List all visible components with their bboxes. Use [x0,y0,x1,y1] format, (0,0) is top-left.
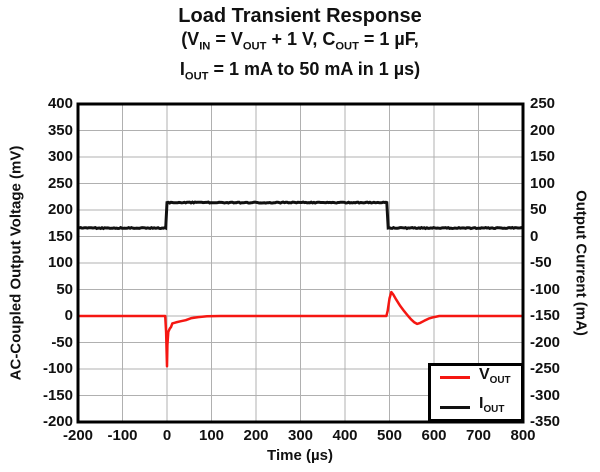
left-tick--200: -200 [42,413,73,430]
x-tick--200: -200 [62,427,94,444]
legend-item-iout: IOUT [440,394,521,420]
legend-swatch-iout [440,405,470,409]
left-tick--150: -150 [42,386,73,404]
x-tick-500: 500 [376,427,403,444]
right-tick-200: 200 [530,121,556,139]
title-block: Load Transient Response (VIN = VOUT + 1 … [0,5,600,87]
right-tick-0: 0 [530,227,539,245]
left-tick-0: 0 [64,307,73,324]
legend-label-vout: VOUT [479,365,511,386]
chart-subtitle-line-1: (VIN = VOUT + 1 V, COUT = 1 µF, [181,29,419,53]
left-tick--100: -100 [42,360,73,377]
chart-subtitle-line-2: IOUT = 1 mA to 50 mA in 1 µs) [179,58,421,83]
right-tick-150: 150 [530,148,556,165]
legend-swatch-vout [440,376,470,380]
right-axis-title: Output Current (mA) [572,190,590,336]
x-tick-300: 300 [287,427,314,444]
left-tick-100: 100 [47,254,73,271]
legend-label-iout: IOUT [479,395,505,416]
right-tick--50: -50 [530,254,552,271]
left-tick-400: 400 [47,95,73,112]
left-tick-150: 150 [47,227,73,245]
plot-frame [76,102,525,424]
right-tick--200: -200 [530,333,561,351]
left-tick--50: -50 [51,333,73,351]
x-tick--100: -100 [107,427,138,444]
right-tick--300: -300 [530,386,561,404]
x-tick-0: 0 [162,427,172,444]
left-tick-200: 200 [47,201,73,218]
left-tick-350: 350 [47,121,73,139]
right-tick-50: 50 [530,201,547,218]
right-tick--350: -350 [530,413,561,430]
left-tick-250: 250 [47,174,73,192]
x-axis-title: Time (µs) [267,447,333,464]
series-iout-line [77,200,524,231]
legend: VOUT IOUT [428,363,524,422]
right-tick--100: -100 [530,280,561,298]
right-tick--250: -250 [530,360,561,377]
x-tick-200: 200 [243,427,269,444]
x-tick-800: 800 [510,427,536,444]
series-vout-line [78,290,523,368]
left-tick-300: 300 [47,148,73,165]
x-tick-400: 400 [332,427,358,444]
x-tick-100: 100 [198,427,225,444]
chart-title: Load Transient Response [178,5,422,27]
left-tick-50: 50 [56,280,73,298]
x-tick-700: 700 [465,427,492,444]
right-tick-250: 250 [530,95,556,112]
right-tick-100: 100 [530,174,556,192]
x-tick-600: 600 [421,427,447,444]
right-tick--150: -150 [530,307,561,324]
legend-item-vout: VOUT [440,365,521,391]
